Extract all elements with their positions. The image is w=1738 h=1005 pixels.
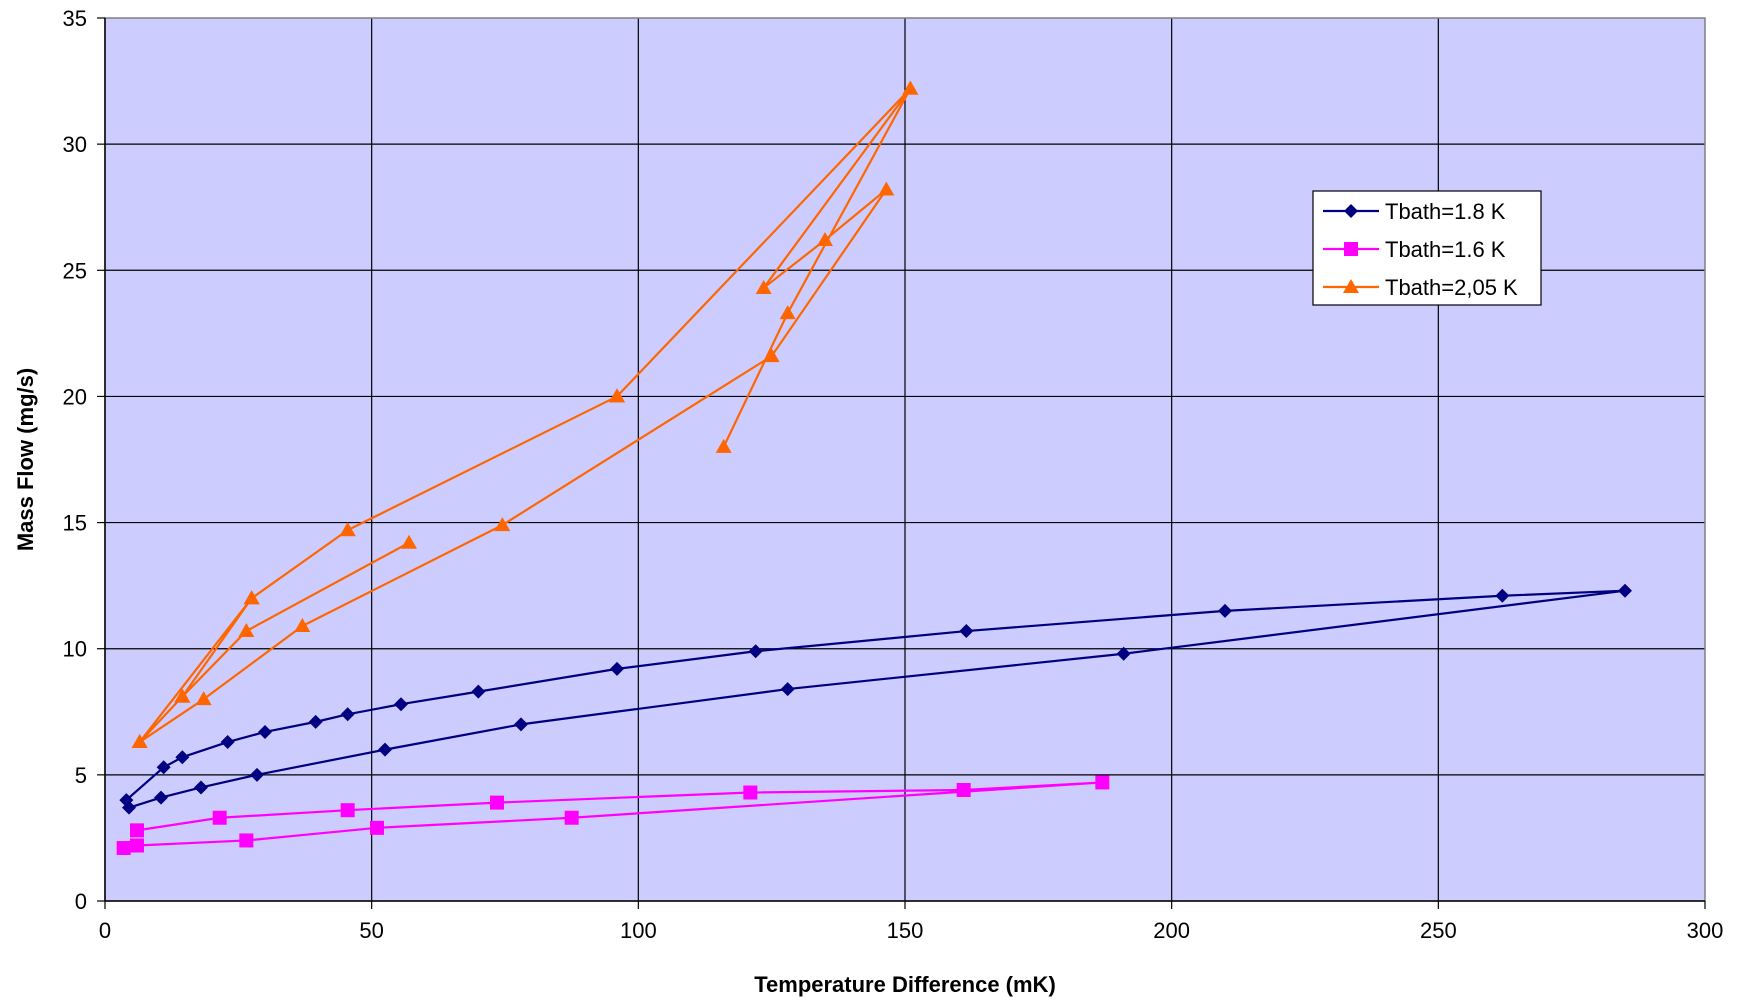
legend-label: Tbath=1.6 K	[1385, 237, 1506, 262]
data-point	[817, 232, 833, 247]
data-point	[308, 714, 323, 729]
series-2	[116, 775, 1110, 856]
legend-item: Tbath=2,05 K	[1323, 275, 1518, 300]
data-point	[564, 810, 579, 825]
data-point	[238, 623, 255, 638]
data-point	[494, 517, 511, 532]
data-point	[131, 734, 148, 749]
x-tick-label: 0	[99, 918, 111, 943]
legend-marker	[1343, 279, 1359, 293]
data-point	[339, 522, 356, 537]
data-point	[514, 717, 528, 732]
y-tick-label: 15	[63, 511, 87, 536]
series-3	[131, 80, 919, 749]
legend-item: Tbath=1.6 K	[1323, 237, 1506, 262]
data-point	[340, 803, 355, 818]
data-point	[212, 810, 227, 825]
data-point	[175, 750, 190, 765]
series-1	[119, 583, 1632, 815]
data-point	[715, 438, 732, 453]
legend-marker	[1344, 242, 1358, 256]
data-point	[220, 735, 235, 750]
y-tick-label: 10	[63, 637, 87, 662]
data-point	[1495, 588, 1510, 603]
data-point	[755, 279, 772, 294]
legend-marker	[1344, 204, 1358, 218]
data-point	[174, 688, 191, 703]
legend-item: Tbath=1.8 K	[1323, 199, 1506, 224]
y-tick-label: 20	[63, 384, 87, 409]
grid	[105, 18, 1705, 901]
legend-label: Tbath=2,05 K	[1385, 275, 1518, 300]
data-point	[122, 800, 136, 815]
data-point	[959, 624, 974, 639]
data-point	[154, 790, 168, 805]
x-tick-label: 100	[620, 918, 657, 943]
y-tick-label: 35	[63, 6, 87, 31]
y-tick-label: 30	[63, 132, 87, 157]
data-point	[130, 838, 144, 853]
legend-label: Tbath=1.8 K	[1385, 199, 1506, 224]
data-point	[779, 305, 796, 320]
x-tick-label: 50	[359, 918, 383, 943]
y-tick-label: 5	[75, 763, 87, 788]
y-axis-title: Mass Flow (mg/s)	[13, 368, 38, 551]
data-point	[748, 644, 763, 659]
data-point	[956, 782, 971, 797]
data-point	[250, 767, 264, 782]
data-point	[239, 833, 254, 848]
data-point	[258, 724, 272, 739]
y-tick-label: 25	[63, 258, 87, 283]
data-point	[1218, 603, 1232, 618]
data-point	[743, 785, 758, 800]
x-tick-label: 200	[1153, 918, 1190, 943]
data-point	[294, 618, 311, 633]
data-point	[610, 661, 624, 676]
data-point	[378, 742, 392, 757]
data-point	[763, 348, 780, 363]
x-tick-label: 300	[1687, 918, 1724, 943]
data-point	[401, 534, 417, 549]
legend: Tbath=1.8 K Tbath=1.6 K Tbath=2,05 K	[1312, 190, 1542, 306]
data-point	[394, 697, 408, 712]
x-tick-label: 150	[887, 918, 924, 943]
data-point	[780, 682, 795, 697]
data-point	[194, 780, 208, 795]
data-point	[340, 707, 355, 722]
data-point	[609, 388, 625, 403]
y-tick-label: 0	[75, 889, 87, 914]
data-point	[156, 760, 171, 775]
data-point	[471, 684, 486, 699]
data-point	[243, 590, 260, 605]
data-point	[195, 691, 212, 706]
data-point	[116, 841, 131, 856]
data-point	[1618, 583, 1632, 598]
x-tick-label: 250	[1420, 918, 1457, 943]
axis-ticks: 0 5 10 15 20 25 30 35 0 50 100 150 200 250 300	[63, 6, 1724, 943]
data-point	[130, 823, 144, 838]
data-point	[490, 795, 504, 810]
data-point	[1095, 775, 1110, 790]
series-layer	[116, 80, 1632, 856]
x-axis-title: Temperature Difference (mK)	[754, 972, 1056, 997]
data-point	[370, 820, 384, 835]
data-point	[902, 80, 919, 95]
series-line	[123, 781, 1104, 850]
data-point	[1116, 646, 1131, 661]
data-point	[878, 181, 895, 196]
